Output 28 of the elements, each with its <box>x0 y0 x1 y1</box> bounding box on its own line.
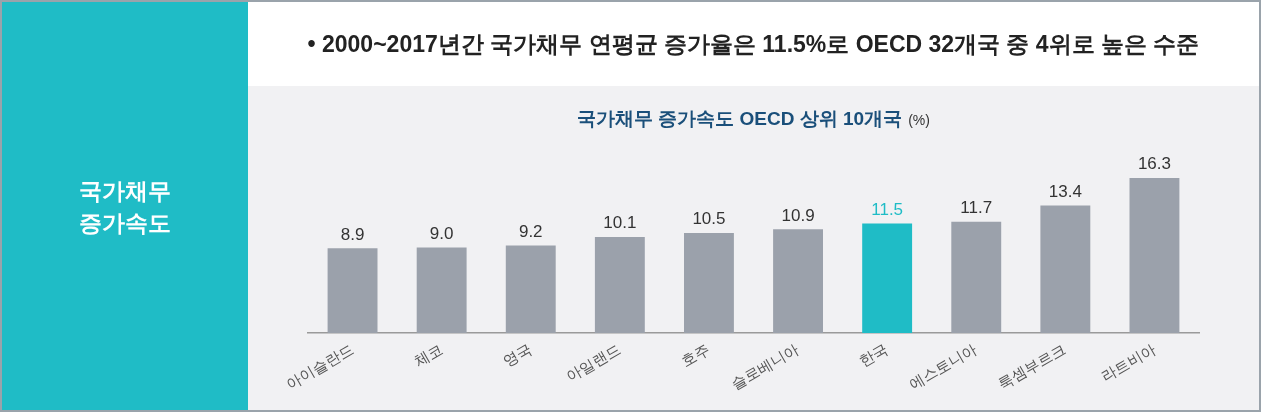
x-tick-label: 영국 <box>499 340 535 370</box>
bar <box>505 245 556 333</box>
bar <box>594 236 645 333</box>
data-label: 13.4 <box>1048 181 1082 201</box>
bar <box>684 233 734 333</box>
bar <box>416 247 467 333</box>
data-label: 10.5 <box>692 209 726 229</box>
data-label: 8.9 <box>340 224 365 244</box>
data-label: 9.0 <box>429 223 454 243</box>
chart-title: 국가채무 증가속도 OECD 상위 10개국 <box>577 108 903 129</box>
text: 국가채무 증가속도 <box>78 177 172 238</box>
x-tick-label: 호주 <box>678 340 713 370</box>
bar <box>327 248 378 333</box>
bar <box>862 223 913 333</box>
bar <box>773 229 823 333</box>
bar <box>1129 178 1180 333</box>
data-label: 9.2 <box>518 221 543 241</box>
x-tick-label: 한국 <box>856 340 891 370</box>
x-tick-label: 체코 <box>410 340 446 370</box>
data-label: 11.5 <box>871 199 904 219</box>
data-label: 10.9 <box>781 205 815 225</box>
bar <box>1040 205 1091 333</box>
data-label: 11.7 <box>960 197 993 217</box>
chart-subtitle: • 2000~2017년간 국가채무 연평균 증가율은 11.5%로 OECD 32개국 중 4위로 높은 수준 <box>307 29 1200 59</box>
y-axis-title: (%) <box>908 112 930 128</box>
data-label: 10.1 <box>603 213 637 233</box>
data-label: 16.3 <box>1137 154 1171 174</box>
bar <box>951 221 1002 333</box>
